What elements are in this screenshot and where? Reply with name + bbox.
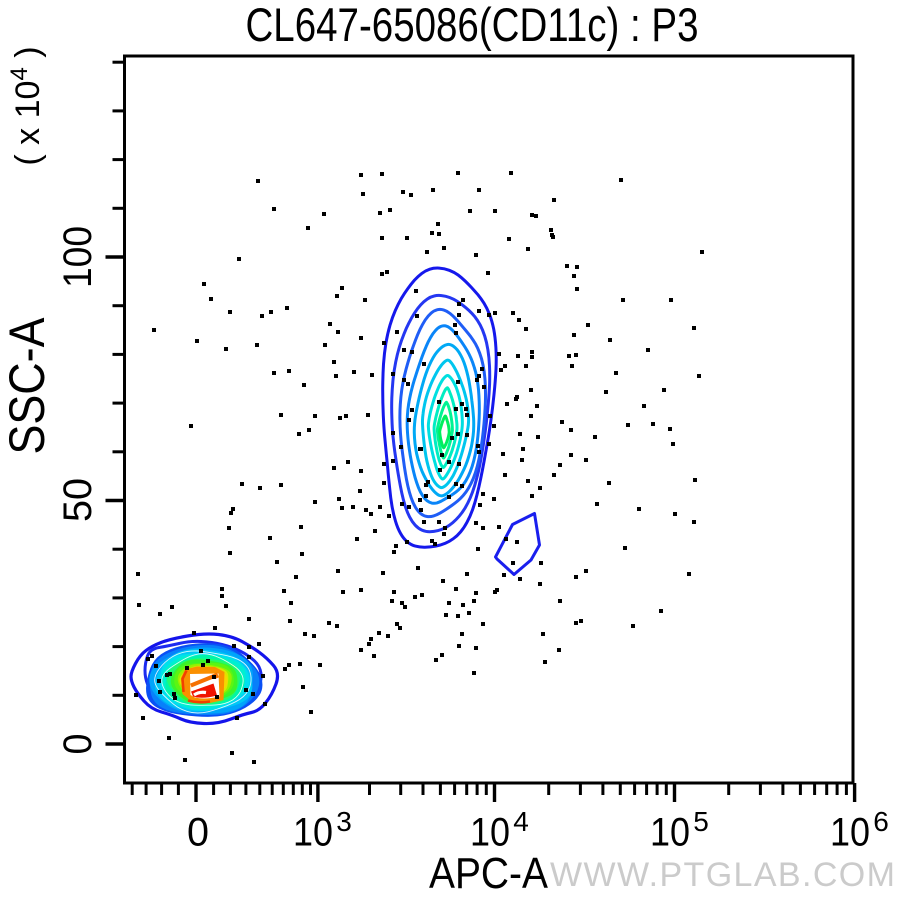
svg-text:50: 50 — [56, 478, 100, 522]
svg-text:APC-A: APC-A — [429, 849, 549, 898]
svg-text:3: 3 — [336, 806, 352, 837]
svg-text:0: 0 — [187, 811, 209, 855]
svg-text:100: 100 — [56, 226, 100, 288]
svg-text:4: 4 — [513, 806, 529, 837]
svg-text:10: 10 — [470, 811, 510, 855]
svg-text:WWW.PTGLAB.COM: WWW.PTGLAB.COM — [550, 856, 896, 894]
svg-text:CL647-65086(CD11c) : P3: CL647-65086(CD11c) : P3 — [246, 0, 699, 51]
svg-text:0: 0 — [56, 734, 100, 755]
svg-text:10: 10 — [293, 811, 333, 855]
svg-text:6: 6 — [873, 806, 889, 837]
svg-text:5: 5 — [693, 806, 709, 837]
svg-text:( x 104 ): ( x 104 ) — [6, 46, 47, 165]
svg-text:10: 10 — [830, 811, 870, 855]
svg-text:10: 10 — [650, 811, 690, 855]
svg-text:SSC-A: SSC-A — [0, 317, 55, 455]
